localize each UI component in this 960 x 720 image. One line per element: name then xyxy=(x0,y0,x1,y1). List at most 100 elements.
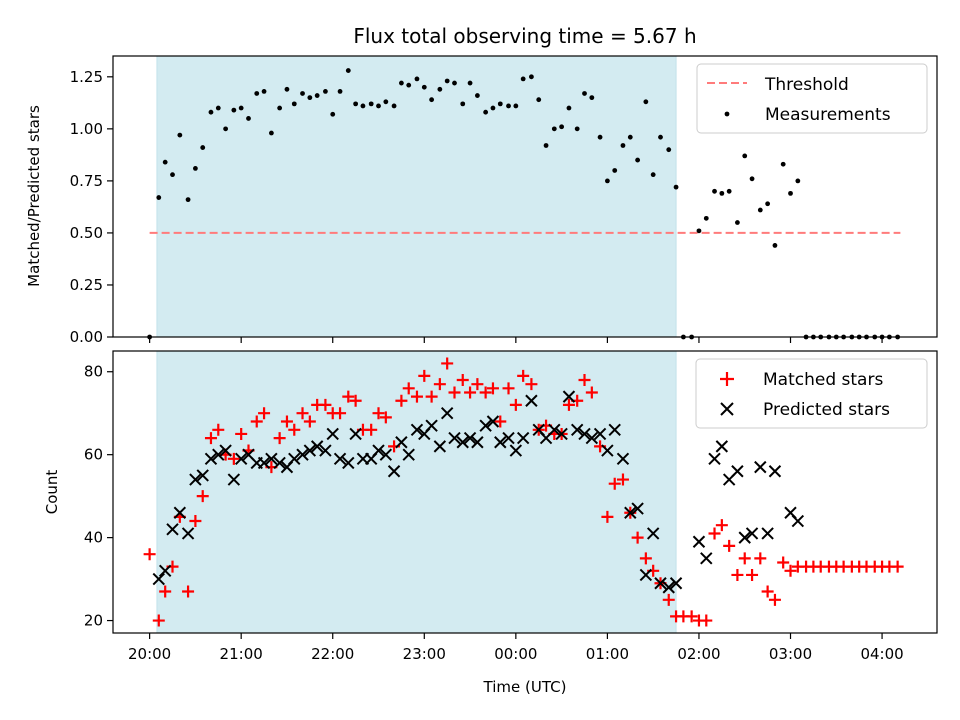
measurement-point xyxy=(749,176,755,182)
predicted-star-point xyxy=(608,423,621,437)
y-tick-label: 0.00 xyxy=(70,328,103,346)
measurement-point xyxy=(291,101,297,107)
bottom-plot-frame xyxy=(112,350,938,634)
predicted-star-point xyxy=(456,436,469,449)
predicted-star-point xyxy=(692,535,706,548)
measurement-point xyxy=(513,103,519,109)
matched-star-point xyxy=(433,378,446,391)
matched-star-point xyxy=(319,398,332,411)
matched-star-point xyxy=(395,394,408,407)
predicted-star-point xyxy=(387,465,401,478)
matched-star-point xyxy=(418,369,431,382)
top-legend: Threshold Measurements xyxy=(696,63,928,134)
measurement-point xyxy=(170,172,175,178)
matched-star-point xyxy=(303,415,316,428)
predicted-star-point xyxy=(754,460,767,474)
matched-star-point xyxy=(441,357,454,370)
measurement-point xyxy=(156,195,162,200)
measurement-point xyxy=(429,97,435,103)
measurement-point xyxy=(483,109,489,115)
matched-star-point xyxy=(601,510,614,523)
predicted-star-point xyxy=(288,452,301,466)
matched-star-point xyxy=(280,415,293,428)
predicted-star-point xyxy=(768,465,782,478)
matched-star-point xyxy=(738,552,751,565)
predicted-star-point xyxy=(440,406,454,420)
predicted-star-point xyxy=(319,444,332,457)
x-tick-label: 23:00 xyxy=(403,645,446,663)
measurement-point xyxy=(300,91,305,96)
matched-star-point xyxy=(731,568,744,581)
measurement-point xyxy=(696,228,702,234)
matched-star-point xyxy=(296,407,309,420)
chart-title: Flux total observing time = 5.67 h xyxy=(353,24,696,48)
matched-star-point xyxy=(471,378,484,391)
matched-star-point xyxy=(616,473,629,486)
predicted-star-point xyxy=(257,456,271,470)
predicted-star-point xyxy=(152,572,165,586)
matched-star-point xyxy=(777,556,790,569)
bottom-x-axis-label: Time (UTC) xyxy=(483,678,567,696)
matched-star-point xyxy=(448,386,461,399)
matched-star-point xyxy=(494,415,507,428)
top-panel: Flux total observing time = 5.67 h 0.00 0… xyxy=(25,24,938,346)
predicted-star-point xyxy=(173,506,187,519)
measurement-point xyxy=(490,105,496,111)
measurement-point xyxy=(452,80,457,86)
matched-star-point xyxy=(456,374,469,387)
predicted-star-point xyxy=(662,581,675,594)
x-tick-label: 03:00 xyxy=(769,645,812,663)
measurement-point xyxy=(589,95,595,101)
measurement-point xyxy=(177,132,183,138)
matched-star-point xyxy=(891,560,904,573)
measurement-point xyxy=(635,157,641,163)
matched-star-point xyxy=(708,527,721,540)
measurement-point xyxy=(780,161,786,167)
measurement-point xyxy=(772,243,778,248)
predicted-star-point xyxy=(731,465,744,478)
matched-star-point xyxy=(379,411,392,424)
measurement-point xyxy=(650,172,656,178)
predicted-star-point xyxy=(463,431,477,445)
measurement-point xyxy=(666,147,672,153)
matched-star-point xyxy=(502,382,515,395)
measurement-point xyxy=(658,134,663,140)
predicted-star-point xyxy=(303,444,317,457)
matched-star-point xyxy=(196,490,209,503)
matched-star-point xyxy=(235,427,248,440)
matched-star-point xyxy=(334,407,347,420)
matched-star-point xyxy=(517,369,530,382)
predicted-star-point xyxy=(570,423,584,437)
matched-star-point xyxy=(562,398,575,411)
matched-star-point xyxy=(761,585,774,598)
top-legend-box xyxy=(696,63,928,134)
measurement-point xyxy=(399,80,404,86)
measurement-point xyxy=(353,101,359,107)
top-x-axis xyxy=(149,337,883,343)
measurement-point xyxy=(673,184,679,190)
predicted-star-point xyxy=(585,431,599,445)
y-tick-label: 1.25 xyxy=(70,68,103,86)
matched-star-point xyxy=(509,398,522,411)
predicted-star-point xyxy=(578,427,591,441)
matched-star-point xyxy=(685,610,698,623)
measurement-point xyxy=(360,103,366,109)
measurement-point xyxy=(620,143,626,148)
measurement-point xyxy=(307,95,313,101)
measurement-point xyxy=(788,190,793,196)
bottom-panel: 20 40 60 80 20:00 21:00 22:00 23:00 00:00 01:00 0… xyxy=(43,350,938,696)
measurement-point xyxy=(726,188,732,194)
predicted-star-point xyxy=(158,564,172,578)
measurement-point xyxy=(406,82,412,88)
measurement-point xyxy=(735,220,740,225)
matched-star-point xyxy=(365,423,378,436)
measurement-point xyxy=(330,111,336,117)
measurement-point xyxy=(719,190,725,196)
predicted-star-point xyxy=(715,440,729,453)
measurement-point xyxy=(383,99,389,105)
matched-star-point xyxy=(486,382,499,395)
matched-star-point xyxy=(639,552,652,565)
y-tick-label: 0.50 xyxy=(70,224,103,242)
measurement-point xyxy=(627,134,633,140)
